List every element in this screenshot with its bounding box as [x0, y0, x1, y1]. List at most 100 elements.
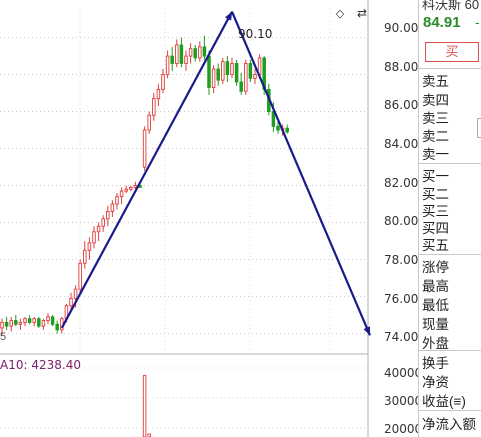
candle-body: [14, 320, 18, 325]
candle-body: [179, 44, 184, 64]
bid-level-2[interactable]: 买二: [422, 187, 449, 202]
price-tick: 88.00: [384, 60, 419, 74]
candle-body: [202, 46, 207, 57]
candle-body: [276, 125, 280, 131]
candle-body: [129, 186, 133, 190]
candle-body: [198, 46, 202, 59]
candle-body: [188, 48, 193, 57]
quote-panel: 科沃斯 60 84.91 - 买 卖五 卖四 卖三 卖二 卖一 买一 买二 买三…: [418, 0, 481, 437]
candle-body: [165, 55, 170, 76]
candle-body: [156, 88, 161, 100]
volume-ma-label: A10: 4238.40: [0, 358, 81, 372]
stat-high: 最高: [422, 279, 449, 294]
bid-level-1[interactable]: 买一: [422, 169, 449, 184]
candle-body: [101, 218, 105, 227]
candle-body: [106, 210, 110, 220]
price-tick: 74.00: [384, 330, 419, 344]
candle-body: [253, 74, 257, 79]
stat-current-volume: 现量: [422, 317, 449, 332]
trend-line-layer: [60, 11, 372, 336]
candle-body: [225, 61, 230, 76]
candle-body: [55, 323, 59, 331]
ask-level-3[interactable]: 卖三: [422, 111, 449, 126]
bid-level-4[interactable]: 买四: [422, 221, 449, 236]
stat-limit-up: 涨停: [422, 260, 449, 275]
candle-body: [110, 203, 115, 212]
grid-layer: [0, 0, 369, 437]
candle-body: [92, 231, 96, 244]
trend-arrowhead: [363, 326, 370, 336]
diamond-icon[interactable]: ◇: [335, 8, 345, 20]
last-price: 84.91: [423, 14, 461, 31]
price-tick: 78.00: [384, 253, 419, 267]
change-dash: -: [475, 14, 480, 30]
candle-body: [37, 318, 41, 327]
price-tick: 84.00: [384, 137, 419, 151]
high-price-annotation: 90.10: [238, 27, 273, 41]
ask-level-1[interactable]: 卖一: [422, 147, 449, 162]
candle-body: [23, 318, 27, 323]
stat-net-assets: 净资: [422, 375, 449, 390]
candle-body: [83, 249, 87, 264]
price-axis: 90.00 88.00 86.00 84.00 82.00 80.00 78.0…: [368, 0, 422, 437]
candle-body: [119, 190, 124, 198]
candle-body: [133, 185, 138, 188]
divider: [419, 410, 481, 411]
candle-body: [239, 81, 243, 92]
candle-body: [244, 63, 248, 92]
candle-body: [230, 63, 234, 76]
candle-body: [175, 44, 179, 64]
stat-turnover: 换手: [422, 356, 449, 371]
candle-body: [147, 114, 151, 131]
candle-body: [184, 55, 188, 64]
order-book-toggle[interactable]: [477, 118, 481, 138]
candle-body: [207, 55, 211, 88]
candle-body: [193, 48, 197, 59]
ask-level-2[interactable]: 卖二: [422, 129, 449, 144]
candle-body: [69, 297, 73, 307]
candle-body: [27, 318, 32, 323]
stat-low: 最低: [422, 298, 449, 313]
candle-body: [170, 55, 174, 64]
stock-name: 科沃斯 60: [422, 0, 480, 12]
candle-body: [285, 127, 289, 133]
swap-arrow-icon[interactable]: ⇄: [356, 6, 368, 20]
candle-body: [115, 196, 119, 205]
bid-level-3[interactable]: 买三: [422, 204, 449, 219]
trend-line: [230, 11, 372, 336]
price-tick: 90.00: [384, 21, 419, 35]
trend-line: [60, 11, 233, 329]
divider: [419, 68, 481, 69]
candle-body: [32, 318, 36, 323]
divider: [419, 350, 481, 351]
candle-body: [234, 63, 239, 83]
candle-body: [0, 321, 4, 329]
price-tick: 82.00: [384, 176, 419, 190]
volume-bar: [147, 433, 151, 437]
divider: [419, 163, 481, 164]
volume-tick: 20000: [384, 422, 423, 436]
buy-button[interactable]: 买: [425, 42, 479, 62]
bid-level-5[interactable]: 买五: [422, 238, 449, 253]
divider: [419, 254, 481, 255]
price-tick: 76.00: [384, 292, 419, 306]
candle-body: [78, 262, 82, 290]
trend-arrowhead: [224, 11, 232, 21]
candle-body: [161, 74, 165, 90]
candle-body: [50, 316, 55, 325]
ask-level-5[interactable]: 卖五: [422, 74, 449, 89]
candle-body: [9, 320, 13, 327]
volume-tick: 40000: [384, 366, 423, 380]
candle-body: [124, 188, 128, 192]
ask-level-4[interactable]: 卖四: [422, 93, 449, 108]
candle-body: [41, 320, 46, 327]
candle-body: [73, 288, 78, 299]
candle-body: [142, 129, 147, 168]
volume-tick: 30000: [384, 394, 423, 408]
price-tick: 86.00: [384, 98, 419, 112]
price-tick: 80.00: [384, 214, 419, 228]
volume-bar: [142, 375, 147, 437]
stat-earnings[interactable]: 收益(≡): [422, 394, 466, 409]
